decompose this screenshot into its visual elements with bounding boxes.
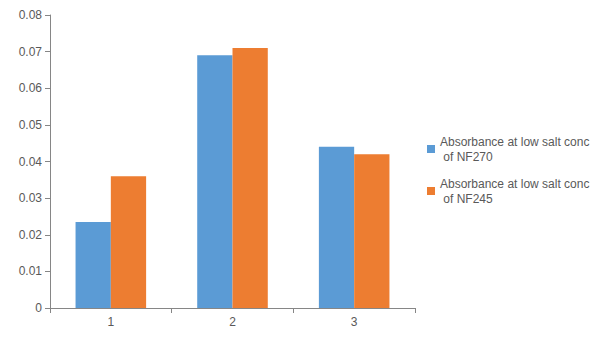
svg-text:of NF245: of NF245 (440, 192, 493, 206)
svg-text:of NF270: of NF270 (440, 150, 493, 164)
svg-text:3: 3 (351, 315, 358, 329)
svg-text:0.03: 0.03 (19, 191, 43, 205)
svg-text:Absorbance at low salt conc: Absorbance at low salt conc (440, 135, 589, 149)
svg-text:0.01: 0.01 (19, 264, 43, 278)
svg-text:0.04: 0.04 (19, 155, 43, 169)
svg-text:0.06: 0.06 (19, 81, 43, 95)
svg-text:0.07: 0.07 (19, 45, 43, 59)
svg-text:1: 1 (107, 315, 114, 329)
svg-text:0.08: 0.08 (19, 8, 43, 22)
svg-text:0.05: 0.05 (19, 118, 43, 132)
svg-text:2: 2 (229, 315, 236, 329)
svg-text:Absorbance at low salt conc: Absorbance at low salt conc (440, 177, 589, 191)
svg-text:0: 0 (35, 301, 42, 315)
svg-text:0.02: 0.02 (19, 228, 43, 242)
